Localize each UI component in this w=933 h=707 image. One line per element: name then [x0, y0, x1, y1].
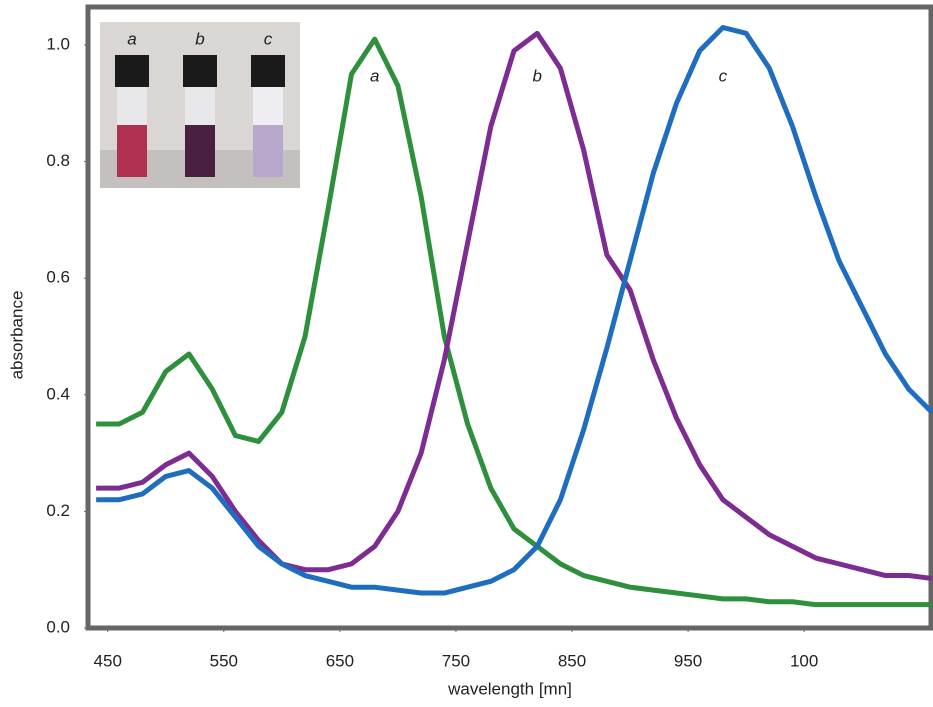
x-tick-label: 650: [326, 651, 354, 670]
x-tick-label: 100: [790, 651, 818, 670]
x-axis-label: wavelength [mn]: [447, 679, 572, 698]
y-tick-label: 1.0: [46, 34, 70, 53]
x-tick-label: 750: [442, 651, 470, 670]
x-tick-label: 550: [210, 651, 238, 670]
y-tick-label: 0.8: [46, 151, 70, 170]
inset-label: b: [195, 29, 204, 48]
y-tick-label: 0.6: [46, 268, 70, 287]
y-tick-label: 0.2: [46, 501, 70, 520]
x-tick-label: 450: [94, 651, 122, 670]
inset-photo: a b c: [100, 22, 300, 188]
series-line: [96, 24, 933, 596]
inset-label: c: [264, 29, 273, 48]
inset-label: a: [127, 29, 136, 48]
series-line: [96, 30, 933, 581]
series-line: [96, 36, 932, 608]
y-tick-label: 0.0: [46, 617, 70, 636]
series-label: a: [370, 66, 379, 85]
x-tick-label: 850: [558, 651, 586, 670]
y-tick-label: 0.4: [46, 384, 70, 403]
x-tick-label: 950: [674, 651, 702, 670]
y-axis-label: absorbance: [7, 291, 26, 380]
series-label: b: [532, 66, 541, 85]
series-label: c: [719, 66, 728, 85]
